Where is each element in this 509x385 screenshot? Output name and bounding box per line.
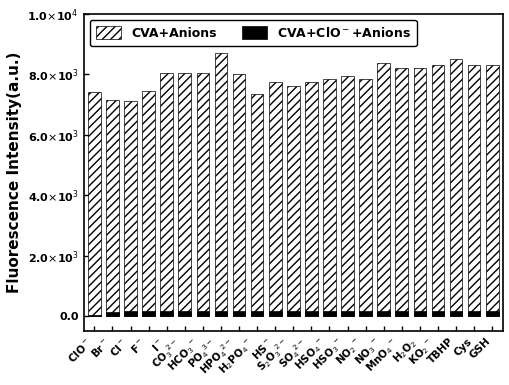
Bar <box>358 311 371 316</box>
Bar <box>142 91 155 316</box>
Bar <box>160 72 173 316</box>
Bar <box>467 311 479 316</box>
Bar <box>196 72 209 316</box>
Bar <box>413 68 426 316</box>
Bar <box>304 82 317 316</box>
Bar <box>323 311 335 316</box>
Bar <box>304 311 317 316</box>
Bar <box>377 64 389 316</box>
Bar <box>124 101 136 316</box>
Bar <box>377 311 389 316</box>
Bar <box>214 53 227 316</box>
Bar <box>232 74 245 316</box>
Bar <box>394 68 407 316</box>
Bar <box>287 86 299 316</box>
Bar <box>160 311 173 316</box>
Bar <box>287 311 299 316</box>
Bar <box>88 92 100 316</box>
Bar <box>178 311 191 316</box>
Bar <box>106 100 119 316</box>
Bar <box>449 59 462 316</box>
Bar <box>124 311 136 316</box>
Y-axis label: Fluorescence Intensity(a.u.): Fluorescence Intensity(a.u.) <box>7 52 22 293</box>
Bar <box>323 79 335 316</box>
Bar <box>485 65 498 316</box>
Bar <box>142 311 155 316</box>
Bar <box>232 311 245 316</box>
Bar <box>341 311 353 316</box>
Legend: CVA+Anions, CVA+ClO$^-$+Anions: CVA+Anions, CVA+ClO$^-$+Anions <box>90 20 416 46</box>
Bar <box>413 311 426 316</box>
Bar <box>467 65 479 316</box>
Bar <box>449 311 462 316</box>
Bar <box>431 65 443 316</box>
Bar <box>88 315 100 316</box>
Bar <box>250 311 263 316</box>
Bar <box>196 311 209 316</box>
Bar <box>214 311 227 316</box>
Bar <box>394 311 407 316</box>
Bar <box>250 94 263 316</box>
Bar <box>341 75 353 316</box>
Bar <box>358 79 371 316</box>
Bar <box>268 311 281 316</box>
Bar <box>268 82 281 316</box>
Bar <box>178 72 191 316</box>
Bar <box>485 311 498 316</box>
Bar <box>431 311 443 316</box>
Bar <box>106 312 119 316</box>
